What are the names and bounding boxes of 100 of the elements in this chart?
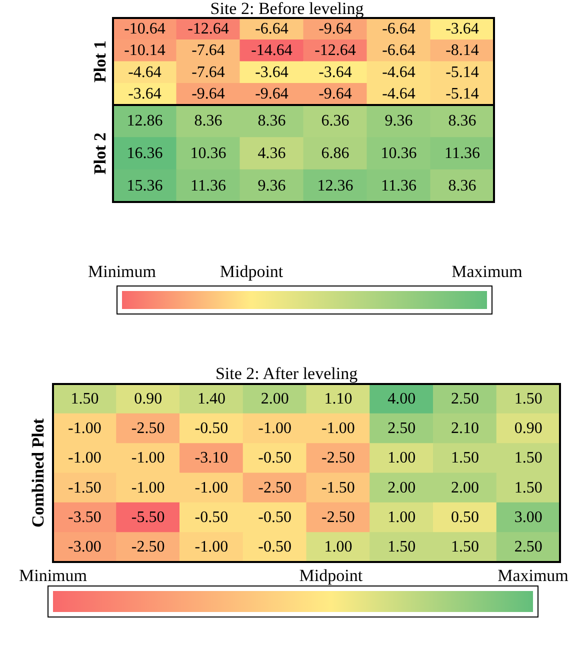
- data-label: -1.00: [131, 479, 165, 496]
- data-label: -9.64: [192, 86, 225, 103]
- y-axis-title: Plot 2: [90, 132, 110, 175]
- data-label: 8.36: [448, 177, 476, 194]
- data-label: -0.50: [194, 420, 228, 437]
- data-label: 15.36: [126, 177, 163, 194]
- color-bar-label: Maximum: [498, 566, 568, 585]
- data-label: -3.50: [68, 509, 102, 526]
- color-bar-label: Midpoint: [299, 566, 363, 585]
- data-label: -3.64: [446, 20, 479, 38]
- data-label: -3.64: [255, 64, 288, 81]
- data-label: -5.14: [446, 86, 479, 103]
- chart-title: Site 2: After leveling: [215, 364, 358, 383]
- data-label: 2.50: [450, 390, 479, 408]
- data-label: -1.00: [322, 420, 355, 437]
- data-label: 1.50: [450, 450, 479, 467]
- color-bar-label: Maximum: [452, 262, 522, 281]
- data-label: -7.64: [192, 42, 225, 60]
- data-label: -2.50: [258, 479, 292, 496]
- data-label: 1.10: [324, 390, 352, 408]
- data-label: -3.64: [318, 64, 352, 81]
- data-label: -0.50: [258, 450, 292, 467]
- data-label: 8.36: [448, 112, 476, 130]
- data-label: -10.14: [124, 42, 166, 60]
- data-label: 11.36: [444, 145, 480, 162]
- data-label: -2.50: [322, 450, 355, 467]
- data-label: -0.50: [258, 509, 292, 526]
- data-label: 2.50: [388, 420, 416, 437]
- data-label: -1.00: [131, 450, 165, 467]
- chart-title: Site 2: Before leveling: [210, 0, 364, 18]
- data-label: -0.50: [258, 538, 292, 556]
- data-label: -5.50: [131, 509, 165, 526]
- data-label: -12.64: [188, 20, 229, 38]
- data-label: 6.86: [321, 145, 350, 162]
- data-label: 2.00: [260, 390, 289, 408]
- data-label: 1.50: [514, 450, 542, 467]
- data-label: -2.50: [131, 420, 165, 437]
- data-label: 0.90: [134, 390, 162, 408]
- data-label: -6.64: [382, 42, 416, 60]
- data-label: 1.00: [324, 538, 352, 556]
- data-label: -7.64: [192, 64, 225, 81]
- data-label: -1.50: [322, 479, 355, 496]
- data-label: 2.50: [514, 538, 542, 556]
- data-label: 2.00: [388, 479, 416, 496]
- data-label: -1.00: [194, 479, 228, 496]
- data-label: 3.00: [514, 509, 542, 526]
- data-label: 0.90: [514, 420, 542, 437]
- y-axis-title: Plot 1: [90, 40, 110, 83]
- data-label: 1.50: [514, 479, 542, 496]
- data-label: 9.36: [384, 112, 413, 130]
- data-label: 4.00: [388, 390, 416, 408]
- data-label: -9.64: [318, 20, 352, 38]
- y-axis-title: Combined Plot: [28, 418, 48, 528]
- data-label: -1.50: [68, 479, 102, 496]
- data-label: 6.36: [321, 112, 350, 130]
- data-label: 1.50: [514, 390, 542, 408]
- data-label: -4.64: [382, 86, 416, 103]
- data-label: 0.50: [450, 509, 479, 526]
- data-label: -12.64: [314, 42, 356, 60]
- data-label: 1.50: [70, 390, 99, 408]
- data-label: 10.36: [380, 145, 417, 162]
- data-label: -10.64: [124, 20, 166, 38]
- data-label: -9.64: [255, 86, 288, 103]
- data-label: 12.36: [317, 177, 354, 194]
- color-bar-label: Minimum: [88, 262, 156, 281]
- data-label: -3.10: [194, 450, 228, 467]
- data-label: -9.64: [318, 86, 352, 103]
- data-label: -4.64: [128, 64, 162, 81]
- data-label: 2.10: [450, 420, 479, 437]
- data-label: 1.50: [388, 538, 416, 556]
- data-label: -1.00: [68, 450, 102, 467]
- data-label: 1.00: [388, 509, 416, 526]
- data-label: -3.64: [128, 86, 162, 103]
- data-label: 10.36: [190, 145, 226, 162]
- data-label: -1.00: [258, 420, 292, 437]
- data-label: 9.36: [258, 177, 286, 194]
- data-label: -2.50: [322, 509, 355, 526]
- data-label: 12.86: [126, 112, 163, 130]
- color-bar-label: Minimum: [18, 566, 88, 585]
- data-label: -8.14: [446, 42, 479, 60]
- data-label: 11.36: [190, 177, 226, 194]
- data-label: -3.00: [68, 538, 102, 556]
- data-label: 8.36: [258, 112, 286, 130]
- data-label: -6.64: [382, 20, 416, 38]
- data-label: -1.00: [194, 538, 228, 556]
- data-label: -6.64: [255, 20, 288, 38]
- data-label: -2.50: [131, 538, 165, 556]
- data-label: -1.00: [68, 420, 102, 437]
- data-label: 2.00: [450, 479, 479, 496]
- data-label: 8.36: [194, 112, 222, 130]
- data-label: -5.14: [446, 64, 479, 81]
- data-label: 16.36: [126, 145, 163, 162]
- data-label: -0.50: [194, 509, 228, 526]
- data-label: 1.40: [197, 390, 226, 408]
- color-bar-label: Midpoint: [220, 262, 284, 281]
- data-label: -14.64: [251, 42, 292, 60]
- data-label: 4.36: [258, 145, 286, 162]
- data-label: 1.00: [388, 450, 416, 467]
- data-label: -4.64: [382, 64, 416, 81]
- data-label: 11.36: [381, 177, 416, 194]
